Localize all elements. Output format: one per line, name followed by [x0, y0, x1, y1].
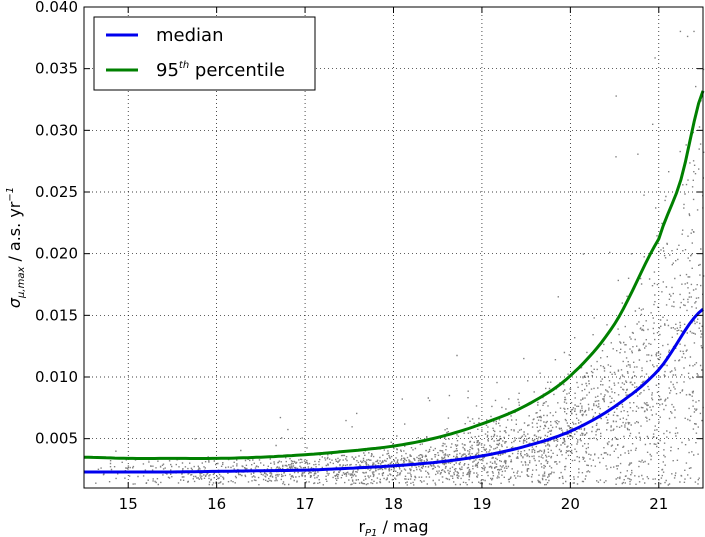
y-tick-label: 0.020 — [35, 245, 78, 263]
y-tick-label: 0.040 — [35, 0, 78, 16]
x-tick-labels: 15 16 17 18 19 20 21 — [119, 495, 669, 513]
y-axis-label-main: σ — [5, 297, 24, 308]
x-tick-label: 21 — [649, 495, 668, 513]
y-tick-label: 0.030 — [35, 121, 78, 139]
series-line-median — [84, 308, 704, 474]
x-tick-label: 16 — [207, 495, 226, 513]
legend: median 95th percentile — [93, 16, 316, 91]
x-tick-label: 15 — [119, 495, 138, 513]
scatter-cloud — [95, 30, 705, 486]
x-axis-label-main: r — [358, 517, 365, 536]
legend-label-95-rest: percentile — [189, 60, 285, 81]
legend-label-95-sup: th — [179, 60, 189, 71]
x-tick-label: 19 — [472, 495, 491, 513]
scatter-points — [95, 30, 705, 486]
y-axis-label-sub: μ,max — [16, 267, 27, 299]
y-axis-label-sup: −1 — [5, 187, 16, 202]
series-line-95th-percentile — [84, 90, 705, 460]
legend-label-95th-percentile: 95th percentile — [156, 60, 285, 81]
y-tick-labels: 0.005 0.010 0.015 0.020 0.025 0.030 0.035 0.040 — [35, 0, 78, 448]
y-tick-label: 0.010 — [35, 368, 78, 386]
y-tick-label: 0.035 — [35, 60, 78, 78]
x-axis-label-sub: P1 — [365, 528, 377, 537]
legend-label-median: median — [156, 25, 223, 46]
legend-box — [93, 16, 316, 91]
x-axis-label: rP1 / mag — [358, 517, 428, 537]
x-tick-label: 17 — [296, 495, 315, 513]
legend-label-95-base: 95 — [156, 60, 179, 81]
x-tick-label: 18 — [384, 495, 403, 513]
y-tick-label: 0.005 — [35, 430, 78, 448]
ticks — [84, 6, 703, 488]
y-axis-label: σμ,max / a.s. yr−1 — [5, 187, 27, 308]
y-axis-label-rest: / a.s. yr — [5, 201, 24, 266]
x-axis-label-rest: / mag — [377, 517, 428, 536]
y-tick-label: 0.015 — [35, 306, 78, 324]
series-lines — [84, 90, 705, 474]
y-tick-label: 0.025 — [35, 183, 78, 201]
x-tick-label: 20 — [561, 495, 580, 513]
